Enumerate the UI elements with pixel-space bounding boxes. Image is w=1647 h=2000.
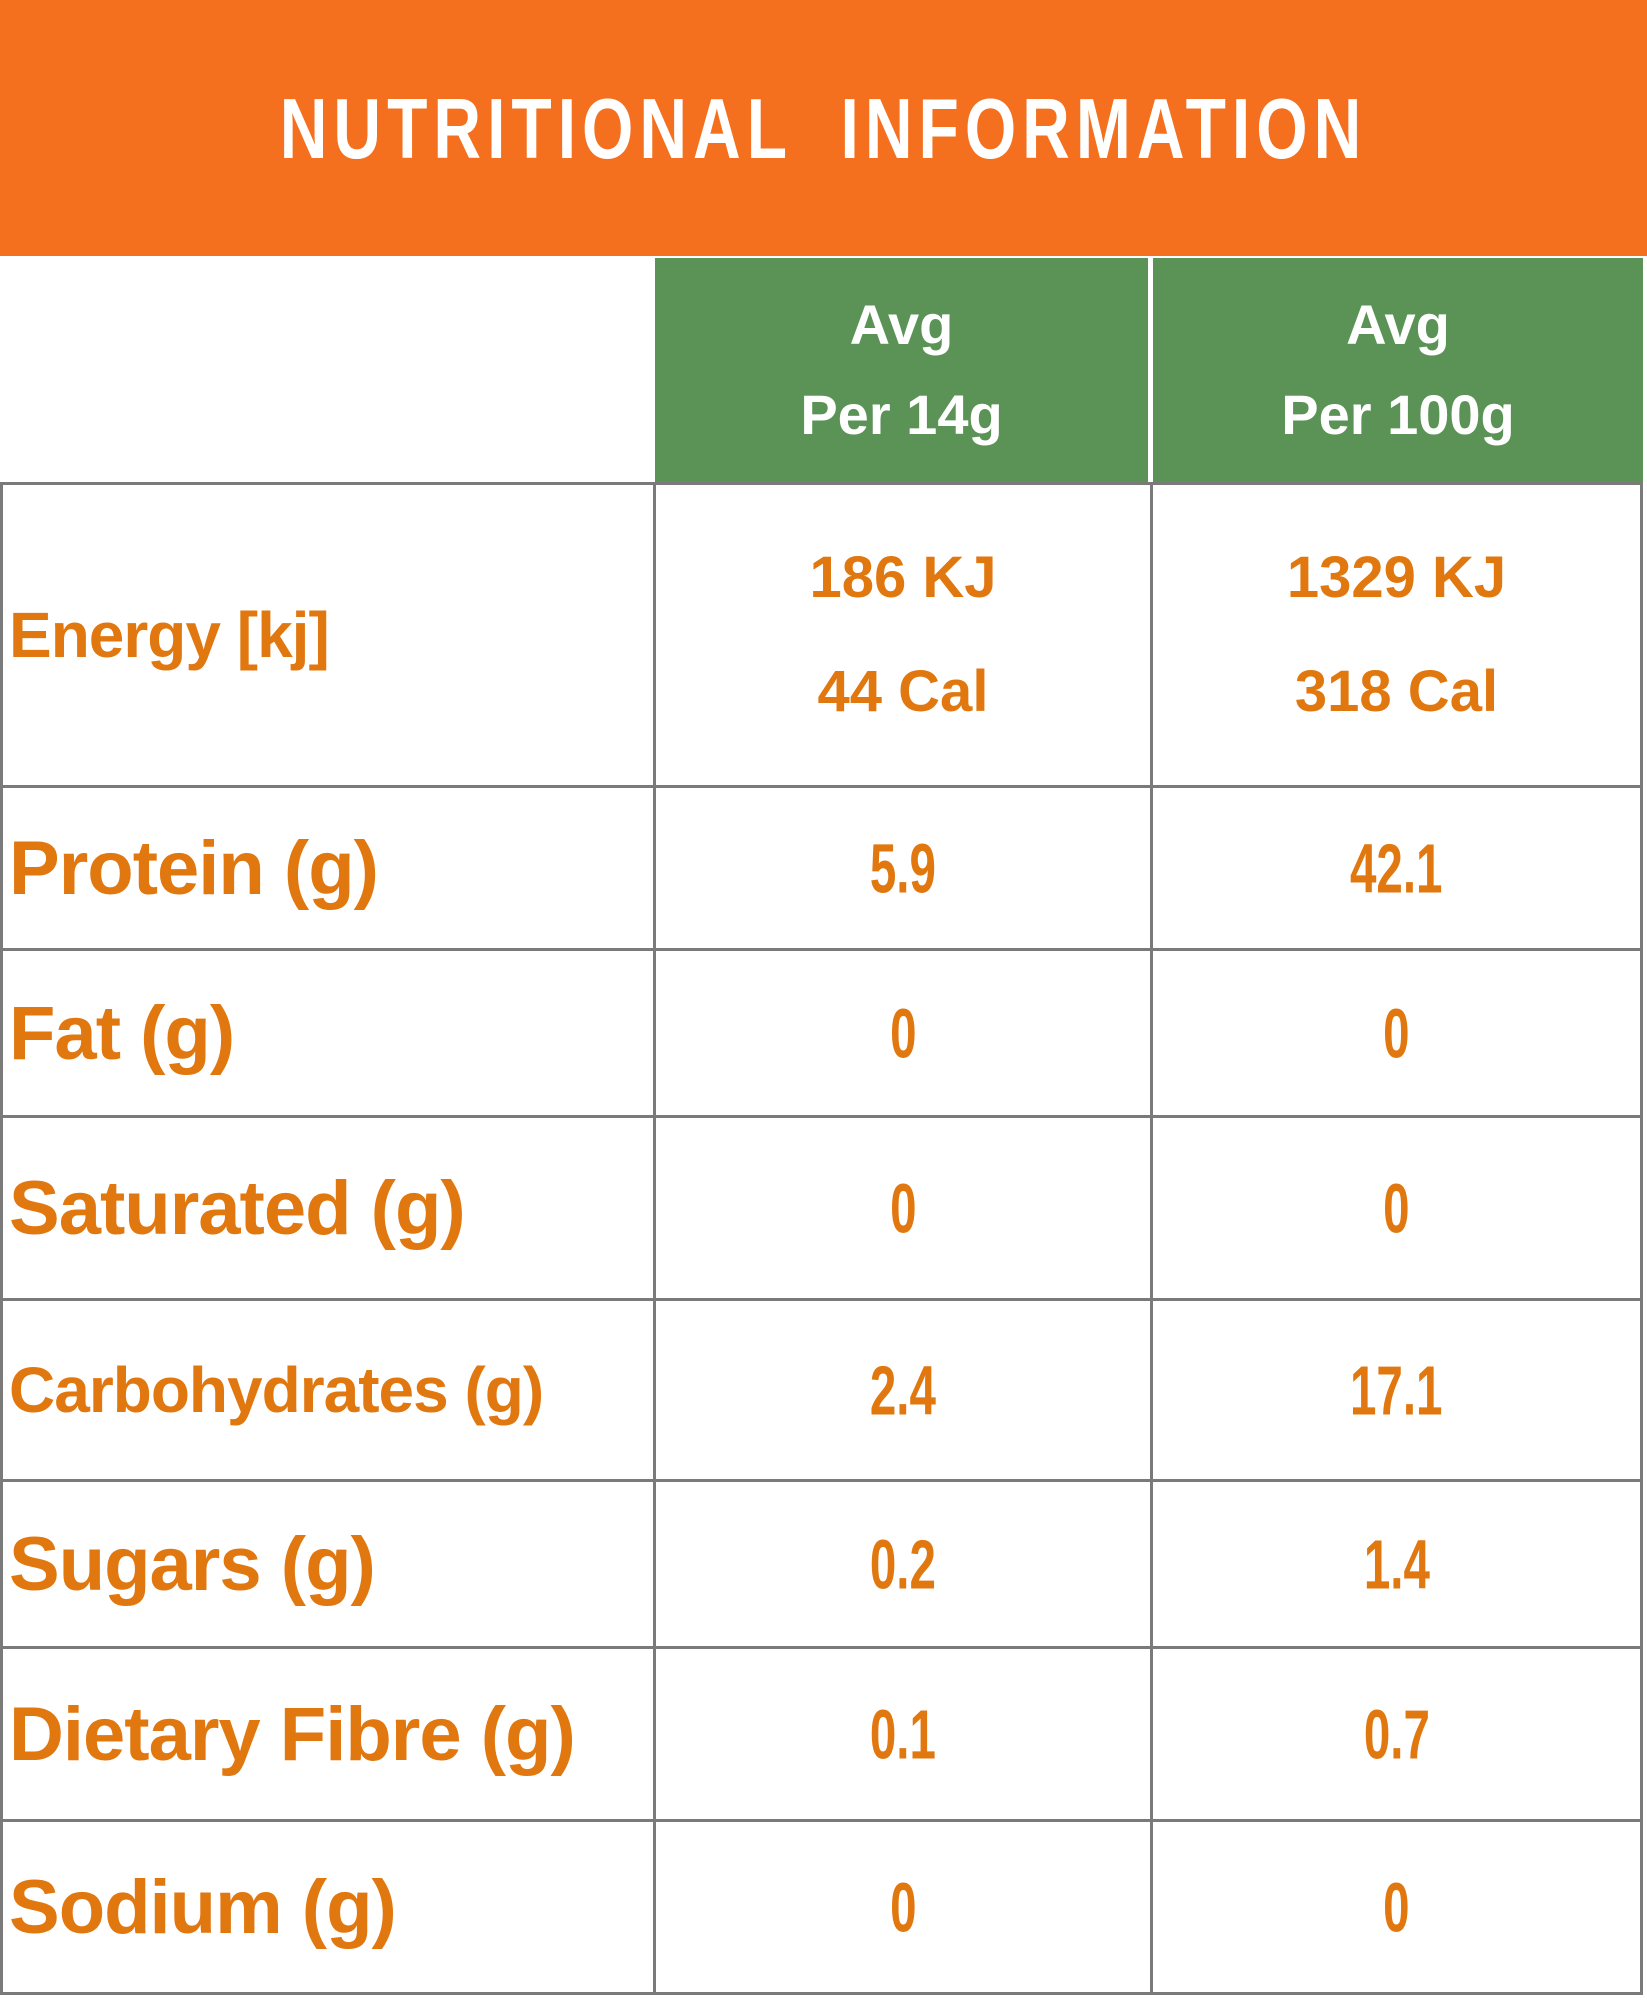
value-energy-per14g-cal: 44 Cal — [817, 659, 989, 724]
value-fat-per100g: 0 — [1153, 951, 1640, 1115]
value-energy-per14g-kj: 186 KJ — [809, 545, 997, 610]
value-number: 0 — [889, 993, 917, 1073]
value-number: 0.2 — [869, 1524, 937, 1604]
row-label-sodium: Sodium (g) — [3, 1822, 653, 1992]
row-label-saturated: Saturated (g) — [3, 1118, 653, 1298]
value-sugars-per14g: 0.2 — [656, 1482, 1150, 1646]
value-dietary-fibre-per100g: 0.7 — [1153, 1649, 1640, 1819]
value-fat-per14g: 0 — [656, 951, 1150, 1115]
value-number: 1.4 — [1363, 1524, 1430, 1604]
column-header-per100g-label: Per 100g — [1281, 383, 1515, 446]
row-label-protein: Protein (g) — [3, 788, 653, 948]
column-header-per14g-label: Per 14g — [800, 383, 1003, 446]
value-number: 17.1 — [1350, 1350, 1443, 1430]
value-protein-per14g: 5.9 — [656, 788, 1150, 948]
value-sodium-per100g: 0 — [1153, 1822, 1640, 1992]
value-energy-per14g: 186 KJ 44 Cal — [656, 485, 1150, 785]
value-energy-per100g: 1329 KJ 318 Cal — [1153, 485, 1640, 785]
value-protein-per100g: 42.1 — [1153, 788, 1640, 948]
value-sodium-per14g: 0 — [656, 1822, 1150, 1992]
column-header-per14g: Avg Per 14g — [655, 258, 1148, 482]
value-carbohydrates-per14g: 2.4 — [656, 1301, 1150, 1479]
row-label-carbohydrates: Carbohydrates (g) — [3, 1301, 653, 1479]
value-number: 42.1 — [1350, 828, 1443, 908]
nutrition-table: Energy [kj] 186 KJ 44 Cal 1329 KJ 318 Ca… — [0, 482, 1643, 1995]
value-energy-per100g-cal: 318 Cal — [1294, 659, 1499, 724]
row-label-sugars: Sugars (g) — [3, 1482, 653, 1646]
column-header-avg-label: Avg — [1346, 293, 1450, 356]
value-number: 0.7 — [1363, 1694, 1430, 1774]
row-label-fat: Fat (g) — [3, 951, 653, 1115]
value-carbohydrates-per100g: 17.1 — [1153, 1301, 1640, 1479]
value-sugars-per100g: 1.4 — [1153, 1482, 1640, 1646]
value-saturated-per100g: 0 — [1153, 1118, 1640, 1298]
column-header-per100g: Avg Per 100g — [1153, 258, 1643, 482]
value-number: 0 — [1383, 1168, 1410, 1248]
value-number: 5.9 — [869, 828, 937, 908]
column-header-avg-label: Avg — [849, 293, 954, 356]
title-banner: NUTRITIONAL INFORMATION — [0, 0, 1647, 256]
value-number: 2.4 — [869, 1350, 937, 1430]
value-number: 0 — [1383, 993, 1410, 1073]
value-energy-per100g-kj: 1329 KJ — [1286, 545, 1507, 610]
value-number: 0 — [889, 1168, 917, 1248]
value-dietary-fibre-per14g: 0.1 — [656, 1649, 1150, 1819]
value-number: 0 — [889, 1867, 917, 1947]
value-number: 0.1 — [869, 1694, 937, 1774]
row-label-dietary-fibre: Dietary Fibre (g) — [3, 1649, 653, 1819]
value-number: 0 — [1383, 1867, 1410, 1947]
page-title: NUTRITIONAL INFORMATION — [279, 79, 1368, 177]
row-label-energy: Energy [kj] — [3, 485, 653, 785]
value-saturated-per14g: 0 — [656, 1118, 1150, 1298]
